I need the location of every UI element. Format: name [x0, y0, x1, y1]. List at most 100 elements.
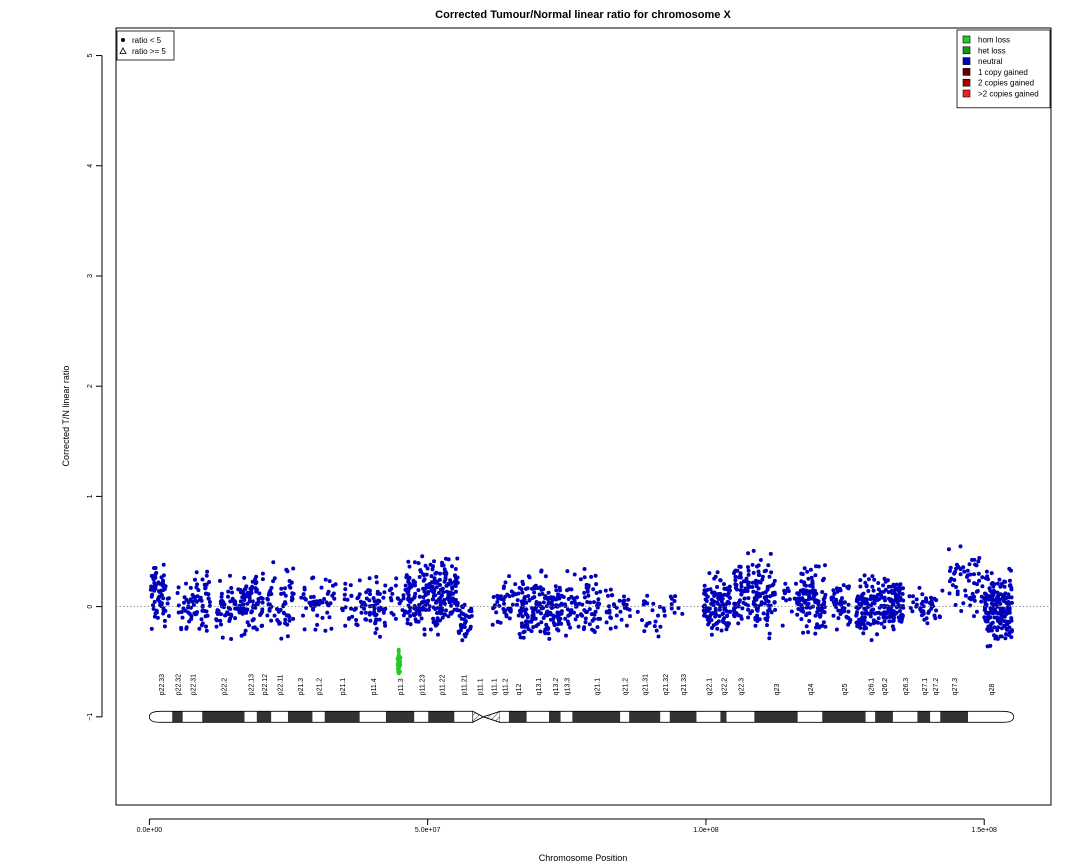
- data-point-neutral: [406, 596, 411, 601]
- data-point-neutral: [609, 616, 613, 620]
- legend-swatch: [962, 35, 971, 44]
- data-point-neutral: [427, 607, 431, 612]
- data-point-neutral: [817, 624, 822, 629]
- ideogram-band-q22-2: [720, 711, 727, 723]
- ideogram-band-q11-1: [482, 710, 501, 723]
- data-point-neutral: [767, 636, 772, 641]
- data-point-neutral: [430, 567, 435, 572]
- data-point-neutral: [753, 623, 758, 628]
- data-point-neutral: [738, 571, 743, 576]
- data-point-neutral: [244, 610, 249, 615]
- data-point-neutral: [151, 606, 156, 611]
- data-point-neutral: [789, 609, 794, 614]
- data-point-neutral: [1002, 579, 1007, 584]
- data-point-neutral: [898, 582, 903, 587]
- data-point-neutral: [422, 627, 427, 632]
- data-point-neutral: [255, 601, 259, 606]
- data-point-neutral: [408, 614, 413, 618]
- data-point-neutral: [717, 614, 722, 619]
- data-point-neutral: [157, 599, 162, 604]
- data-point-neutral: [148, 587, 153, 592]
- data-point-neutral: [900, 615, 905, 620]
- data-point-neutral: [227, 619, 232, 623]
- data-point-neutral: [836, 608, 841, 613]
- data-point-neutral: [865, 597, 869, 602]
- data-point-neutral: [233, 616, 238, 621]
- data-point-neutral: [715, 585, 720, 589]
- data-point-neutral: [440, 586, 445, 591]
- data-point-neutral: [930, 601, 935, 606]
- data-point-neutral: [572, 598, 577, 603]
- data-point-neutral: [888, 598, 893, 603]
- data-point-neutral: [194, 599, 199, 604]
- data-point-neutral: [427, 604, 432, 609]
- data-point-neutral: [876, 587, 881, 592]
- data-point-neutral: [203, 585, 208, 590]
- data-point-neutral: [161, 596, 166, 601]
- data-point-neutral: [418, 569, 423, 574]
- data-point-neutral: [875, 620, 880, 625]
- data-point-neutral: [438, 583, 442, 587]
- data-point-neutral: [820, 609, 825, 614]
- data-point-neutral: [744, 576, 749, 581]
- data-point-neutral: [980, 575, 985, 580]
- ideogram-band-label: q11.2: [502, 678, 509, 695]
- data-point-neutral: [970, 557, 974, 562]
- data-point-neutral: [780, 623, 785, 628]
- data-point-neutral: [1006, 592, 1011, 597]
- data-point-neutral: [650, 608, 655, 613]
- data-point-neutral: [583, 610, 588, 614]
- data-point-neutral: [455, 556, 460, 561]
- data-point-neutral: [887, 619, 892, 624]
- y-tick-label: 1: [87, 494, 94, 498]
- data-point-neutral: [189, 614, 194, 619]
- data-point-neutral: [985, 593, 990, 598]
- data-point-neutral: [582, 575, 587, 580]
- data-point-neutral: [377, 608, 382, 613]
- data-point-neutral: [816, 608, 821, 613]
- data-point-neutral: [807, 611, 812, 616]
- data-point-neutral: [543, 574, 548, 579]
- data-point-neutral: [260, 596, 265, 601]
- data-point-neutral: [342, 597, 347, 602]
- ideogram-band-label: p11.22: [439, 674, 446, 695]
- data-point-neutral: [469, 609, 474, 614]
- data-point-neutral: [717, 607, 722, 612]
- data-point-neutral: [772, 600, 777, 605]
- ideogram-band-p22-2: [202, 711, 245, 723]
- data-point-neutral: [572, 610, 576, 615]
- data-point-neutral: [1001, 609, 1006, 614]
- data-point-neutral: [999, 626, 1004, 631]
- data-point-neutral: [281, 610, 286, 615]
- plot-frame: [115, 27, 1052, 806]
- data-point-neutral: [992, 625, 997, 630]
- data-point-neutral: [265, 597, 270, 602]
- data-point-neutral: [583, 616, 588, 621]
- data-point-neutral: [661, 606, 666, 611]
- ideogram-band-q24: [797, 711, 823, 723]
- data-point-neutral: [834, 598, 839, 603]
- data-point-neutral: [628, 614, 632, 619]
- legend-triangle-symbol: [119, 47, 127, 54]
- data-point-neutral: [531, 625, 536, 630]
- data-point-neutral: [149, 594, 154, 599]
- data-point-neutral: [735, 568, 740, 573]
- data-point-neutral: [654, 628, 659, 633]
- data-point-neutral: [736, 604, 741, 609]
- data-point-neutral: [429, 574, 434, 579]
- data-point-neutral: [349, 593, 354, 598]
- ideogram-band-q26-1: [865, 711, 876, 723]
- data-point-neutral: [799, 617, 804, 622]
- data-point-neutral: [598, 589, 603, 594]
- data-point-neutral: [331, 591, 336, 596]
- data-point-neutral: [428, 562, 433, 567]
- ideogram-band-label: q26.3: [903, 678, 910, 696]
- data-point-neutral: [622, 603, 627, 608]
- data-point-neutral: [355, 623, 360, 628]
- data-point-neutral: [1008, 583, 1013, 588]
- data-point-neutral: [724, 627, 729, 632]
- data-point-neutral: [876, 581, 881, 585]
- data-point-neutral: [782, 591, 787, 596]
- ideogram-band-q13-3: [560, 711, 573, 723]
- data-point-neutral: [541, 616, 546, 620]
